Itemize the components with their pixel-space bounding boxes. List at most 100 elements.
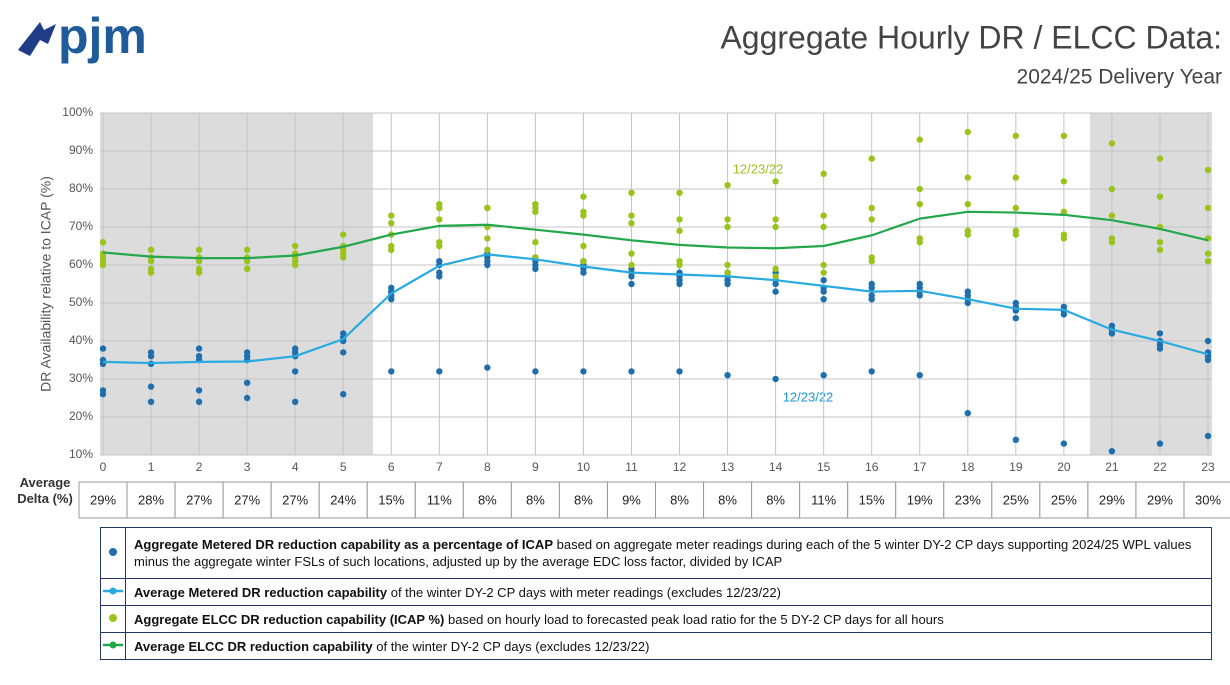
table-value: 27% — [186, 492, 212, 507]
point — [196, 247, 202, 253]
point — [1061, 311, 1067, 317]
point — [820, 288, 826, 294]
point — [820, 224, 826, 230]
legend-marker — [101, 606, 126, 633]
point — [484, 247, 490, 253]
point — [244, 266, 250, 272]
point — [628, 281, 634, 287]
point — [628, 250, 634, 256]
y-axis-label: DR Availability relative to ICAP (%) — [38, 176, 54, 392]
point — [1013, 174, 1019, 180]
point — [772, 281, 778, 287]
legend-marker — [101, 528, 126, 579]
point — [244, 247, 250, 253]
x-tick-label: 2 — [196, 460, 203, 474]
point — [820, 171, 826, 177]
point — [772, 178, 778, 184]
point — [724, 182, 730, 188]
shade — [1090, 113, 1212, 455]
point — [628, 220, 634, 226]
x-tick-label: 19 — [1009, 460, 1023, 474]
point — [100, 262, 106, 268]
table-value: 8% — [574, 492, 593, 507]
point — [1109, 186, 1115, 192]
point — [1157, 247, 1163, 253]
point — [1205, 258, 1211, 264]
table-value: 9% — [622, 492, 641, 507]
point — [484, 364, 490, 370]
point — [484, 205, 490, 211]
point — [917, 239, 923, 245]
point — [340, 254, 346, 260]
point — [196, 345, 202, 351]
point — [100, 239, 106, 245]
point — [868, 155, 874, 161]
x-tick-label: 8 — [484, 460, 491, 474]
table-value: 11% — [811, 492, 836, 507]
legend-row: Average Metered DR reduction capability … — [101, 579, 1212, 606]
point — [1157, 239, 1163, 245]
table-label: AverageDelta (%) — [17, 475, 73, 506]
table-value: 19% — [907, 492, 933, 507]
x-tick-label: 23 — [1201, 460, 1215, 474]
x-tick-label: 17 — [913, 460, 927, 474]
point — [917, 201, 923, 207]
y-tick-label: 60% — [69, 257, 93, 271]
point — [244, 395, 250, 401]
page: pjm Aggregate Hourly DR / ELCC Data: 202… — [0, 0, 1230, 685]
table-value: 25% — [1051, 492, 1077, 507]
point — [1205, 338, 1211, 344]
point — [244, 380, 250, 386]
point — [1013, 231, 1019, 237]
point — [1061, 440, 1067, 446]
point — [1157, 440, 1163, 446]
marker — [101, 585, 125, 597]
point — [484, 235, 490, 241]
point — [484, 262, 490, 268]
point — [628, 212, 634, 218]
legend-name: Average Metered DR reduction capability — [134, 585, 387, 600]
legend-name: Average ELCC DR reduction capability — [134, 639, 373, 654]
point — [1013, 133, 1019, 139]
y-tick-label: 30% — [69, 371, 93, 385]
point — [100, 391, 106, 397]
x-tick-label: 3 — [244, 460, 251, 474]
point — [292, 243, 298, 249]
y-tick-label: 90% — [69, 143, 93, 157]
table-value: 8% — [670, 492, 689, 507]
point — [917, 292, 923, 298]
point — [965, 410, 971, 416]
chart: pjm Aggregate Hourly DR / ELCC Data: 202… — [0, 0, 1230, 525]
table-value: 24% — [330, 492, 356, 507]
logo-text: pjm — [58, 8, 147, 64]
point — [724, 269, 730, 275]
point — [436, 273, 442, 279]
x-tick-label: 14 — [769, 460, 783, 474]
table-value: 27% — [234, 492, 260, 507]
point — [580, 212, 586, 218]
table-value: 8% — [766, 492, 785, 507]
x-tick-label: 15 — [817, 460, 831, 474]
logo: pjm — [18, 8, 147, 64]
x-tick-label: 22 — [1153, 460, 1167, 474]
point — [580, 243, 586, 249]
table-value: 15% — [378, 492, 404, 507]
logo-icon — [18, 22, 56, 56]
point — [1205, 167, 1211, 173]
point — [436, 216, 442, 222]
point — [772, 376, 778, 382]
point — [1157, 155, 1163, 161]
point — [580, 258, 586, 264]
x-tick-label: 16 — [865, 460, 879, 474]
point — [580, 368, 586, 374]
point — [1205, 433, 1211, 439]
point — [772, 266, 778, 272]
point — [196, 399, 202, 405]
point — [1157, 330, 1163, 336]
marker — [107, 546, 119, 558]
point — [676, 368, 682, 374]
point — [148, 399, 154, 405]
table-value: 8% — [526, 492, 545, 507]
point — [628, 190, 634, 196]
point — [965, 201, 971, 207]
